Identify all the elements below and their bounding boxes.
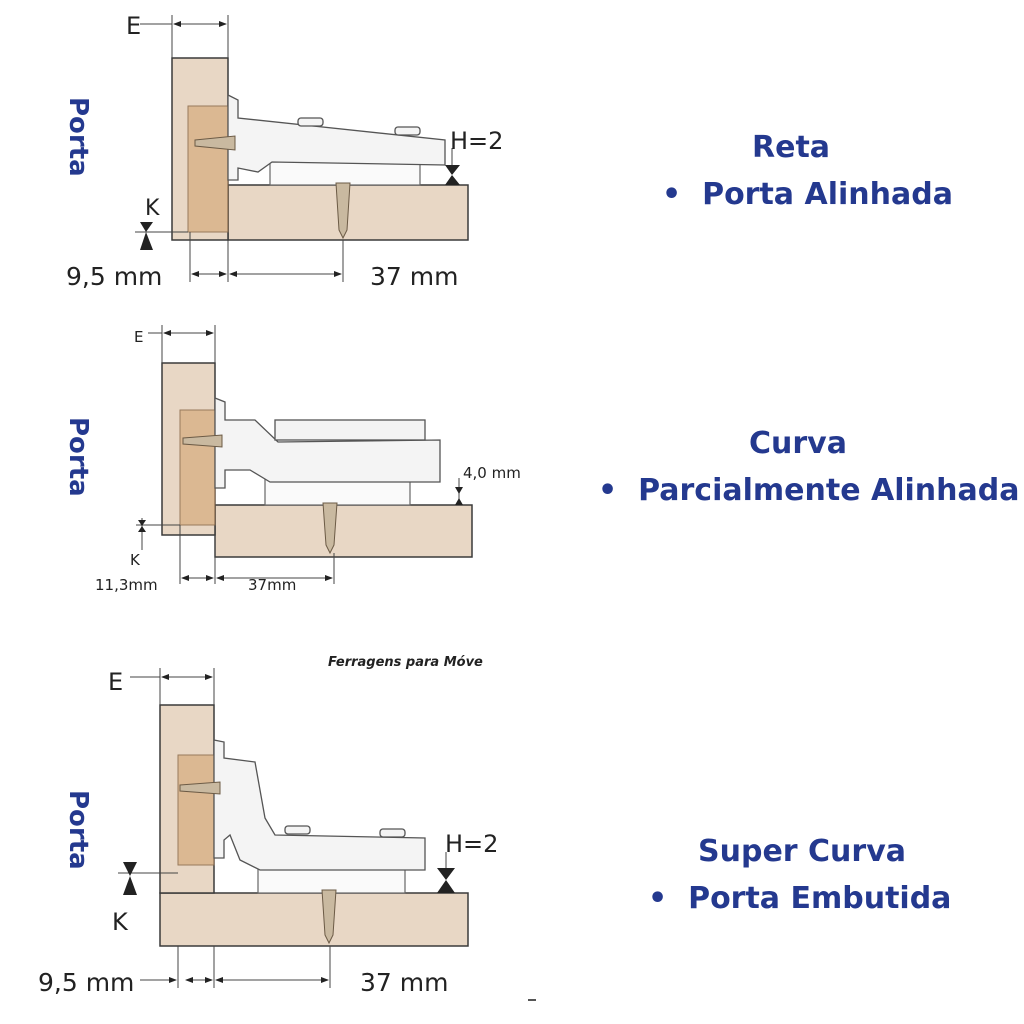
right-dimension: 37 mm (360, 968, 448, 997)
adjust-screw (297, 117, 324, 127)
k-label: K (112, 908, 129, 936)
h-label: H=2 (445, 830, 498, 858)
type-subtitle-super-curva: • Porta Embutida (648, 881, 951, 916)
type-subtitle-reta: • Porta Alinhada (662, 177, 953, 212)
door-screw-icon (179, 781, 221, 795)
e-label: E (108, 668, 123, 696)
diagram-curva: E 4,0 mm K 11,3mm 37mm Porta (63, 325, 521, 594)
subtitle-text: Porta Alinhada (702, 177, 953, 212)
door-label: Porta (63, 97, 93, 177)
adjust-screw (284, 825, 311, 835)
e-label: E (134, 328, 143, 346)
right-dimension: 37mm (248, 576, 296, 594)
e-label: E (126, 12, 141, 40)
h-gap-marker-icon (437, 868, 455, 893)
hinge-cover (274, 419, 426, 441)
bullet: • (662, 177, 682, 212)
door-label: Porta (63, 790, 93, 870)
cabinet-screw-icon (335, 182, 351, 240)
hinge-cup (177, 754, 215, 866)
k-label: K (130, 551, 141, 569)
type-title-reta: Reta (752, 130, 831, 165)
h-gap-marker-icon (445, 165, 460, 185)
type-title-super-curva: Super Curva (698, 834, 906, 869)
adjust-screw (379, 828, 406, 838)
hinge-cup (187, 105, 229, 233)
bullet: • (648, 881, 668, 916)
adjust-screw (394, 126, 421, 136)
k-label: K (145, 196, 160, 221)
watermark: Ferragens para Móve (328, 655, 483, 670)
gap-marker-icon (455, 487, 463, 505)
cabinet-side-panel (159, 892, 469, 947)
type-subtitle-curva: • Parcialmente Alinhada (598, 473, 1019, 508)
hinge-cup (179, 409, 216, 526)
cabinet-screw-icon (321, 889, 337, 945)
h-label: 4,0 mm (463, 464, 521, 482)
h-label: H=2 (450, 127, 503, 155)
door-screw-icon (182, 434, 223, 448)
hinge-arm (214, 397, 441, 489)
door-label: Porta (63, 417, 93, 497)
k-gap-marker-icon (140, 222, 153, 250)
cabinet-screw-icon (322, 502, 338, 555)
type-title-curva: Curva (749, 426, 847, 461)
door-screw-icon (194, 135, 236, 151)
left-dimension: 11,3mm (95, 576, 158, 594)
left-dimension: 9,5 mm (38, 968, 134, 997)
cabinet-side-panel (214, 504, 473, 558)
diagram-super-curva: Ferragens para Móve E H=2 K 9,5 mm 37 mm… (38, 655, 536, 1001)
hinge-arm (227, 93, 446, 181)
k-gap-marker-icon (123, 862, 137, 895)
hinge-arm (213, 739, 426, 871)
k-gap-marker-icon (138, 520, 146, 532)
subtitle-text: Parcialmente Alinhada (638, 473, 1020, 508)
right-dimension: 37 mm (370, 262, 458, 291)
bullet: • (598, 473, 618, 508)
subtitle-text: Porta Embutida (688, 881, 952, 916)
diagram-reta: E H=2 K 9,5 mm 37 mm Porta (63, 12, 503, 291)
left-dimension: 9,5 mm (66, 262, 162, 291)
